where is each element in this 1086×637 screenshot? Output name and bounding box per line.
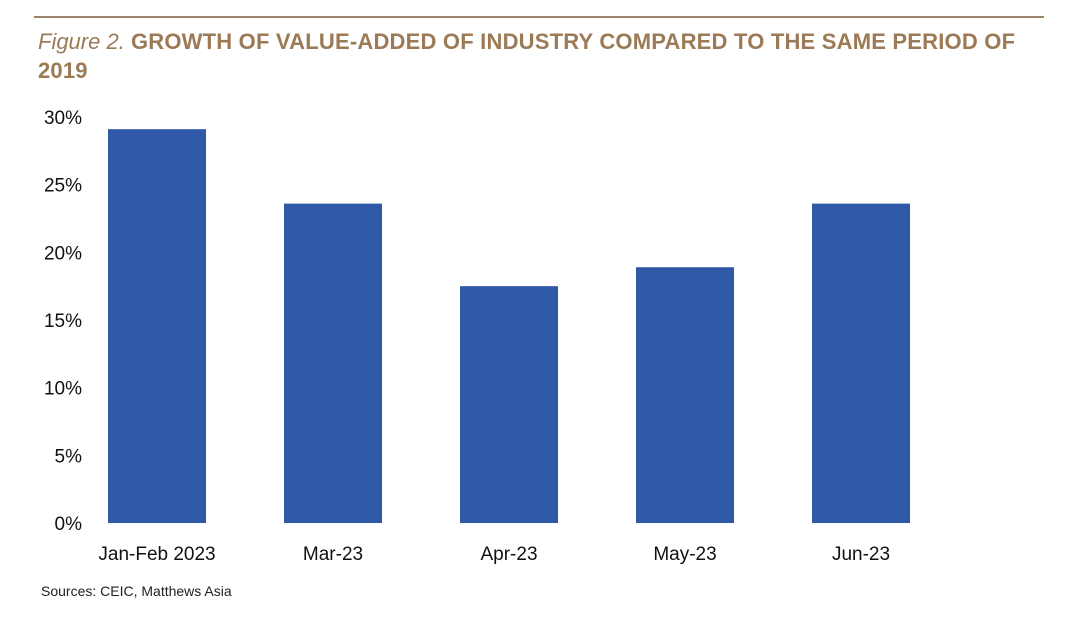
- bar: [812, 203, 910, 523]
- y-tick-label: 30%: [44, 108, 82, 129]
- x-tick-label: Jun-23: [832, 544, 890, 565]
- y-tick-label: 25%: [44, 176, 82, 197]
- y-tick-label: 0%: [55, 514, 83, 535]
- x-tick-label: Mar-23: [303, 544, 363, 565]
- bar: [636, 267, 734, 523]
- x-tick-label: Jan-Feb 2023: [98, 544, 215, 565]
- figure-title: Figure 2. GROWTH OF VALUE-ADDED OF INDUS…: [38, 27, 1038, 85]
- y-tick-label: 10%: [44, 379, 82, 400]
- bar: [460, 286, 558, 523]
- bar: [284, 203, 382, 523]
- chart-title: GROWTH OF VALUE-ADDED OF INDUSTRY COMPAR…: [38, 29, 1016, 83]
- top-rule: [34, 16, 1044, 18]
- y-tick-label: 15%: [44, 311, 82, 332]
- figure-label: Figure 2.: [38, 29, 125, 54]
- source-note: Sources: CEIC, Matthews Asia: [41, 583, 232, 599]
- bar: [108, 129, 206, 523]
- x-tick-label: May-23: [653, 544, 716, 565]
- x-tick-label: Apr-23: [480, 544, 537, 565]
- y-tick-label: 20%: [44, 243, 82, 264]
- y-tick-label: 5%: [55, 446, 83, 467]
